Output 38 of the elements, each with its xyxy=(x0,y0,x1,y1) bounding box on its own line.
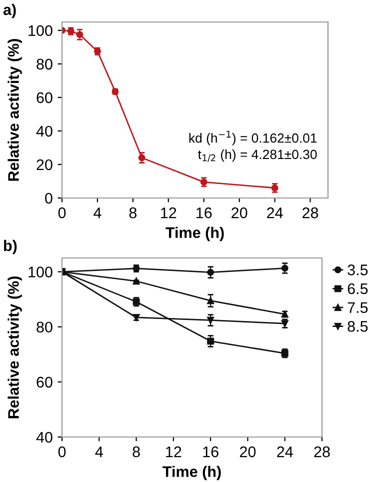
x-tick-label: 28 xyxy=(314,446,330,458)
x-tick-label: 20 xyxy=(240,446,256,458)
y-tick-label: 100 xyxy=(28,266,52,278)
x-axis-title: Time (h) xyxy=(162,466,221,480)
annotation: t$_{1/2}$ (h) = 4.281±0.30 xyxy=(198,149,317,162)
y-axis-title: Relative activity (%) xyxy=(8,39,22,181)
legend-label: 8.5 xyxy=(348,320,368,332)
x-tick-label: 0 xyxy=(58,446,66,458)
y-tick-label: 0 xyxy=(45,192,52,204)
x-tick-label: 0 xyxy=(58,207,66,218)
legend-label: 6.5 xyxy=(348,283,368,294)
y-tick-label: 60 xyxy=(36,92,52,104)
y-tick-label: 20 xyxy=(36,159,52,170)
x-tick-label: 12 xyxy=(166,446,182,458)
x-tick-label: 8 xyxy=(132,446,140,458)
text: a) xyxy=(3,4,16,18)
legend-label: 3.5 xyxy=(348,264,368,276)
x-tick-label: 24 xyxy=(277,446,293,458)
x-tick-label: 16 xyxy=(196,207,212,218)
text: b) xyxy=(4,240,17,254)
x-tick-label: 8 xyxy=(129,207,137,218)
legend-label: 7.5 xyxy=(348,302,368,313)
y-tick-label: 80 xyxy=(36,322,52,333)
x-tick-label: 12 xyxy=(161,207,176,218)
y-tick-label: 80 xyxy=(36,58,52,70)
x-tick-label: 28 xyxy=(302,207,318,218)
y-tick-label: 40 xyxy=(36,126,52,137)
y-axis-title: Relative activity (%) xyxy=(8,276,22,418)
x-tick-label: 24 xyxy=(267,207,283,218)
annotation: kd (h$^{−1}$) = 0.162±0.01 xyxy=(189,130,317,146)
y-tick-label: 60 xyxy=(36,376,52,388)
y-tick-label: 40 xyxy=(36,432,52,443)
x-tick-label: 20 xyxy=(232,207,248,218)
x-tick-label: 4 xyxy=(94,208,102,218)
x-axis-title: Time (h) xyxy=(166,226,224,242)
x-tick-label: 16 xyxy=(203,446,218,458)
x-tick-label: 4 xyxy=(95,446,103,458)
y-tick-label: 100 xyxy=(28,25,52,36)
